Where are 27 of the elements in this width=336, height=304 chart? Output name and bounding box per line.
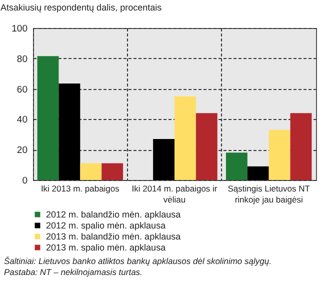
bar [102, 163, 124, 180]
y-tick-label: 100 [12, 24, 28, 34]
bar [37, 56, 59, 180]
bar [226, 152, 248, 180]
bar [196, 113, 218, 180]
y-tick-label: 40 [16, 114, 28, 126]
y-tick-label: 0 [22, 176, 28, 186]
legend-label: 2012 m. balandžio mėn. apklausa [46, 210, 181, 220]
bar [58, 83, 80, 180]
bar [268, 130, 290, 180]
y-tick-label: 20 [16, 145, 28, 156]
legend-label: 2012 m. spalio mėn. apklausa [46, 220, 166, 230]
legend-label: 2013 m. balandžio mėn. apklausa [46, 232, 181, 242]
x-tick-label: Iki 2013 m. pabaigos [40, 184, 120, 194]
bar [290, 113, 312, 180]
bar [247, 166, 269, 180]
y-axis-title: Atsakiusių respondentų dalis, procentais [0, 2, 162, 12]
text: Šaltiniai: Lietuvos banko atliktos bankų apklausos dėl skolinimo sąlygų. [4, 256, 272, 266]
bar [80, 163, 102, 180]
text: Pastaba: NT – nekilnojamasis turtas. [4, 267, 142, 277]
x-tick-label: Sąstingis Lietuvos NT rinkoje jau baigėsi [228, 184, 310, 204]
legend-label: 2013 m. spalio mėn. apklausa [46, 242, 166, 252]
x-tick-label: Iki 2014 m. pabaigos ir vėliau [132, 184, 218, 204]
y-tick-label: 60 [16, 84, 28, 96]
bar [153, 138, 174, 180]
y-tick-label: 80 [16, 54, 28, 65]
bar [174, 96, 196, 180]
